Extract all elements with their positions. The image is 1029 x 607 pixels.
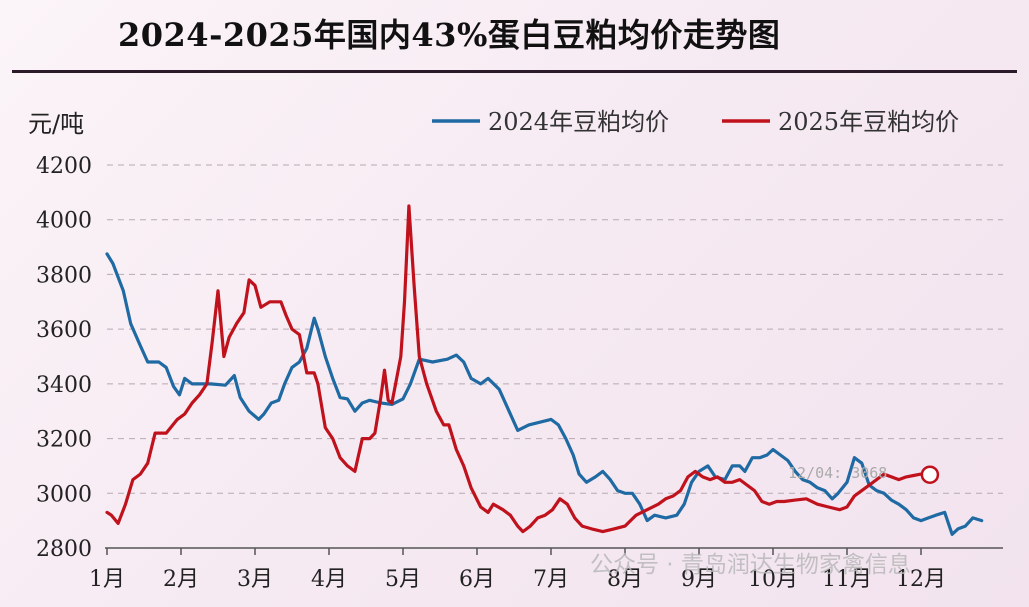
legend-label-2025: 2025年豆粕均价 — [778, 108, 959, 136]
title-divider — [12, 70, 1017, 73]
y-unit-label: 元/吨 — [28, 110, 84, 138]
y-tick-label: 3000 — [36, 482, 92, 507]
x-tick-label: 8月 — [607, 567, 643, 592]
x-tick-label: 12月 — [896, 567, 946, 592]
y-tick-label: 3200 — [36, 428, 92, 453]
x-tick-label: 11月 — [822, 567, 872, 592]
series-2024 — [105, 252, 984, 536]
legend: 2024年豆粕均价 2025年豆粕均价 — [432, 108, 959, 136]
x-tick-label: 10月 — [748, 567, 798, 592]
watermark-text: 公众号 · 青岛润达生物家禽信息 — [590, 552, 911, 578]
x-tick-label: 6月 — [459, 567, 495, 592]
gridlines — [107, 164, 1003, 494]
series-line-2025 — [105, 204, 932, 534]
x-axis-ticks: 1月 2月 3月 4月 5月 6月 7月 8月 9月 10月 11月 12月 — [89, 548, 946, 592]
x-tick-label: 4月 — [311, 567, 347, 592]
annotation-label: 12/04: 3068 — [788, 464, 887, 482]
x-tick-label: 2月 — [163, 567, 199, 592]
x-tick-label: 5月 — [385, 567, 421, 592]
series-2025 — [105, 204, 932, 534]
x-tick-label: 3月 — [237, 567, 273, 592]
x-tick-label: 9月 — [681, 567, 717, 592]
x-tick-label: 1月 — [89, 567, 125, 592]
y-axis-ticks: 2800 3000 3200 3400 3600 3800 4000 4200 — [36, 154, 92, 562]
y-tick-label: 3600 — [36, 318, 92, 343]
chart-title: 2024-2025年国内43%蛋白豆粕均价走势图 — [118, 16, 781, 54]
y-tick-label: 2800 — [36, 537, 92, 562]
series-line-2024 — [105, 252, 984, 536]
legend-label-2024: 2024年豆粕均价 — [488, 108, 669, 136]
y-tick-label: 3400 — [36, 373, 92, 398]
y-tick-label: 4200 — [36, 154, 92, 179]
y-tick-label: 4000 — [36, 209, 92, 234]
end-point-marker — [920, 465, 940, 484]
y-tick-label: 3800 — [36, 263, 92, 288]
x-tick-label: 7月 — [533, 567, 569, 592]
